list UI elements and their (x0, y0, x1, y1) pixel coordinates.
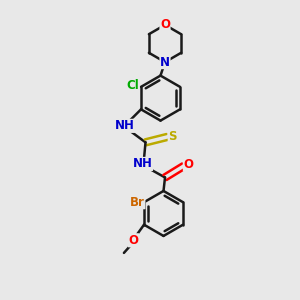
Text: O: O (183, 158, 194, 171)
Text: N: N (160, 56, 170, 69)
Text: S: S (168, 130, 177, 143)
Text: NH: NH (115, 119, 134, 132)
Text: O: O (128, 234, 139, 247)
Text: Cl: Cl (126, 79, 139, 92)
Text: O: O (160, 18, 170, 32)
Text: NH: NH (133, 158, 152, 170)
Text: Br: Br (130, 196, 145, 209)
